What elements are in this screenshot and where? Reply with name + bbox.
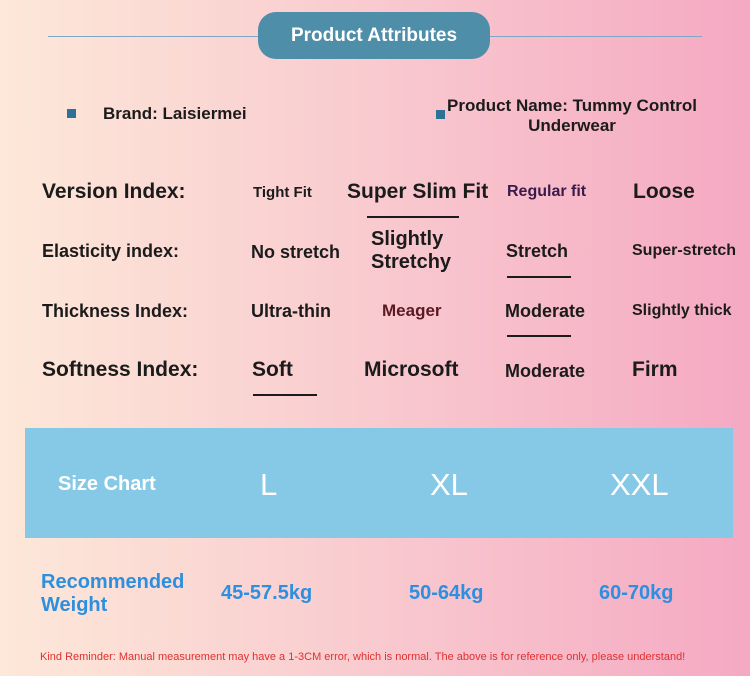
size-chart-bar [25, 428, 733, 538]
softness-option-soft: Soft [252, 358, 293, 381]
header-line-left [48, 36, 260, 37]
section-title-badge: Product Attributes [258, 12, 490, 59]
softness-option-microsoft: Microsoft [364, 358, 459, 381]
weight-xxl: 60-70kg [599, 582, 674, 604]
size-chart-title: Size Chart [58, 473, 156, 495]
version-option-regular-fit: Regular fit [507, 183, 587, 200]
softness-option-firm: Firm [632, 358, 678, 381]
thickness-index-label: Thickness Index: [42, 301, 189, 321]
section-title: Product Attributes [290, 24, 458, 46]
version-option-super-slim-fit: Super Slim Fit [347, 180, 489, 203]
thickness-selected-underline [507, 335, 571, 337]
product-name-line1: Product Name: Tummy Control [447, 96, 697, 115]
thickness-option-ultra-thin: Ultra-thin [251, 301, 331, 321]
thickness-option-slightly-thick: Slightly thick [632, 302, 732, 319]
elasticity-option-super-stretch: Super-stretch [632, 242, 737, 259]
size-xl: XL [430, 467, 468, 502]
elasticity-index-label: Elasticity index: [42, 241, 180, 261]
softness-index-label: Softness Index: [42, 358, 199, 381]
recommended-weight-line1: Recommended [41, 571, 185, 593]
softness-selected-underline [253, 394, 317, 396]
brand-text: Brand: Laisiermei [103, 104, 247, 123]
product-name-line2: Underwear [528, 116, 616, 135]
bullet-icon [436, 110, 445, 119]
kind-reminder-note: Kind Reminder: Manual measurement may ha… [40, 651, 686, 663]
elasticity-selected-underline [507, 276, 571, 278]
recommended-weight-line2: Weight [41, 594, 108, 616]
thickness-option-moderate: Moderate [505, 301, 586, 321]
elasticity-option-no-stretch: No stretch [251, 242, 341, 262]
size-xxl: XXL [610, 467, 669, 502]
thickness-option-meager: Meager [382, 301, 442, 320]
header-line-right [488, 36, 702, 37]
version-option-tight-fit: Tight Fit [253, 184, 312, 201]
elasticity-option-stretch: Stretch [506, 241, 569, 261]
size-l: L [260, 467, 278, 502]
version-index-label: Version Index: [42, 180, 186, 203]
product-name-text: Product Name: Tummy Control Underwear [447, 96, 697, 136]
softness-option-moderate: Moderate [505, 361, 586, 381]
weight-l: 45-57.5kg [221, 582, 313, 604]
version-selected-underline [367, 216, 459, 218]
elasticity-option-slightly-stretchy: Slightly Stretchy [371, 228, 452, 273]
bullet-icon [67, 109, 76, 118]
weight-xl: 50-64kg [409, 582, 484, 604]
recommended-weight-label: Recommended Weight [41, 571, 184, 617]
version-option-loose: Loose [633, 180, 695, 203]
